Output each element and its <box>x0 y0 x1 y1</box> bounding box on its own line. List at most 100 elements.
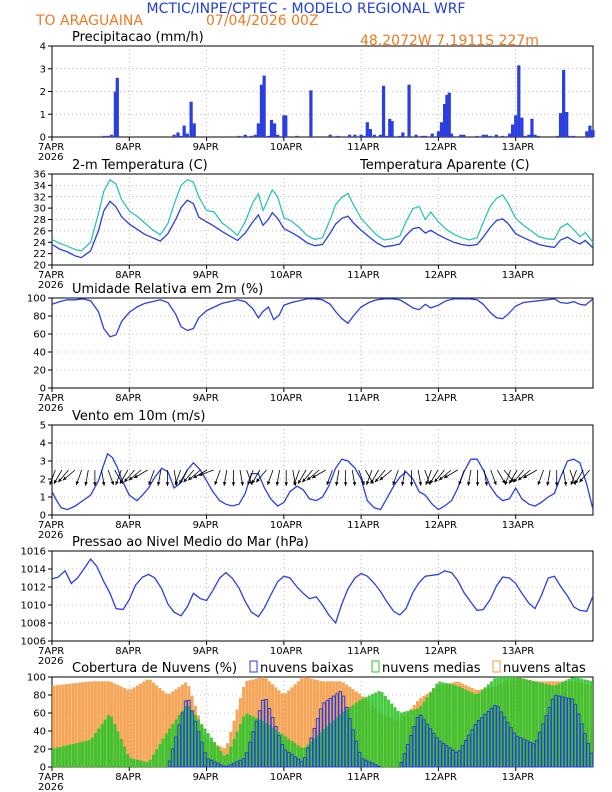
x-tick-label: 9APR <box>193 393 219 404</box>
mid-cloud-bar <box>106 715 110 768</box>
wind-arrow-head <box>443 474 448 478</box>
low-cloud-bar <box>328 697 333 768</box>
precip-bar <box>115 77 119 137</box>
cloud-legend-label: nuvens baixas <box>260 661 354 676</box>
panel-title: Umidade Relativa em 2m (%) <box>72 282 263 297</box>
precip-bar <box>475 135 479 137</box>
low-cloud-bar <box>286 751 291 768</box>
precip-bar <box>488 135 492 137</box>
y-tick-label: 5 <box>40 421 46 432</box>
high-cloud-bar <box>132 687 136 768</box>
x-tick-label: 11APR <box>347 270 380 281</box>
wind-arrow-head <box>518 476 522 481</box>
cloud-legend-swatch <box>371 660 380 673</box>
low-cloud-bar <box>183 700 188 768</box>
low-cloud-bar <box>573 703 578 768</box>
wind-arrow-head <box>343 482 348 486</box>
low-cloud-bar <box>206 758 210 768</box>
precip-bar <box>568 135 572 137</box>
mid-cloud-bar <box>226 754 229 768</box>
apparent-temp-line <box>51 178 594 252</box>
wind-arrow-head <box>361 481 365 485</box>
low-cloud-bar <box>518 737 523 768</box>
y-tick-label: 0 <box>40 511 46 522</box>
mid-cloud-bar <box>142 761 146 768</box>
y-tick-label: 20 <box>33 745 46 756</box>
low-cloud-bar <box>203 752 207 768</box>
wind-speed-line <box>51 452 594 511</box>
y-tick-label: 3 <box>40 64 46 75</box>
low-cloud-bar <box>406 744 410 768</box>
low-cloud-bar <box>174 736 178 768</box>
low-cloud-bar <box>344 706 349 768</box>
mid-cloud-bar <box>103 719 107 768</box>
wind-arrow-head <box>302 478 306 483</box>
panel-title: 2-m Temperatura (C) <box>72 158 208 173</box>
low-cloud-bar <box>367 761 372 768</box>
mid-cloud-bar <box>155 749 159 768</box>
wind-arrow-head <box>458 481 462 485</box>
wind-arrow-head <box>575 479 579 484</box>
x-tick-label: 9APR <box>193 520 219 531</box>
mid-cloud-bar <box>364 697 368 768</box>
low-cloud-bar <box>560 696 565 768</box>
wind-arrow-head <box>93 482 97 486</box>
x-tick-label: 7APR <box>38 393 64 404</box>
mid-cloud-bar <box>61 746 65 768</box>
precip-bar <box>459 134 463 137</box>
low-cloud-bar <box>325 700 330 768</box>
precip-bar <box>253 134 257 137</box>
low-cloud-bar <box>357 751 362 768</box>
low-cloud-bar <box>505 721 510 768</box>
low-cloud-bar <box>534 739 539 768</box>
mid-cloud-bar <box>65 745 68 768</box>
wind-arrow-head <box>555 482 559 486</box>
y-tick-label: 36 <box>33 170 46 181</box>
wind-arrow-head <box>438 476 443 481</box>
low-cloud-bar <box>277 735 281 768</box>
low-cloud-bar <box>476 720 481 768</box>
x-tick-label: 12APR <box>424 142 457 153</box>
low-cloud-bar <box>589 752 594 768</box>
wind-arrow-head <box>510 478 515 483</box>
low-cloud-bar <box>341 695 346 768</box>
wind-arrow-head <box>110 481 114 485</box>
low-cloud-bar <box>264 699 268 768</box>
low-cloud-bar <box>222 765 227 768</box>
precip-bar <box>347 134 352 137</box>
y-tick-label: 100 <box>27 294 46 305</box>
wind-arrow-head <box>133 474 138 478</box>
mid-cloud-bar <box>132 758 136 768</box>
wind-arrow-head <box>513 478 518 483</box>
panel-title: Vento em 10m (m/s) <box>72 409 205 424</box>
x-tick-label: 12APR <box>424 393 457 404</box>
y-tick-label: 1 <box>40 493 46 504</box>
y-tick-label: 0 <box>40 133 46 144</box>
header-location: TO ARAGUAINA <box>35 13 143 29</box>
precip-bar <box>353 134 357 137</box>
wind-arrow-head <box>49 481 53 485</box>
x-tick-label: 13APR <box>502 772 535 783</box>
precip-bar <box>536 135 540 137</box>
wind-arrow-head <box>326 481 330 485</box>
wind-arrow-head <box>174 481 178 485</box>
low-cloud-bar <box>544 715 549 768</box>
wind-arrow-head <box>311 474 316 478</box>
precip-bar <box>189 101 193 137</box>
wind-arrow-head <box>157 481 161 486</box>
x-tick-label: 11APR <box>347 646 380 657</box>
wind-arrow-head <box>484 481 488 486</box>
y-tick-label: 1008 <box>21 619 46 630</box>
precip-bar <box>368 129 373 137</box>
precip-bar <box>109 134 114 137</box>
mid-cloud-bar <box>68 744 72 768</box>
precip-bar <box>517 65 521 137</box>
low-cloud-bar <box>267 708 272 768</box>
x-tick-label: 13APR <box>502 142 535 153</box>
mid-cloud-bar <box>387 699 390 768</box>
wind-arrow-head <box>306 476 311 481</box>
precip-bar <box>243 134 247 137</box>
y-tick-label: 3 <box>40 457 46 468</box>
low-cloud-bar <box>364 759 368 768</box>
precip-bar <box>484 134 488 137</box>
